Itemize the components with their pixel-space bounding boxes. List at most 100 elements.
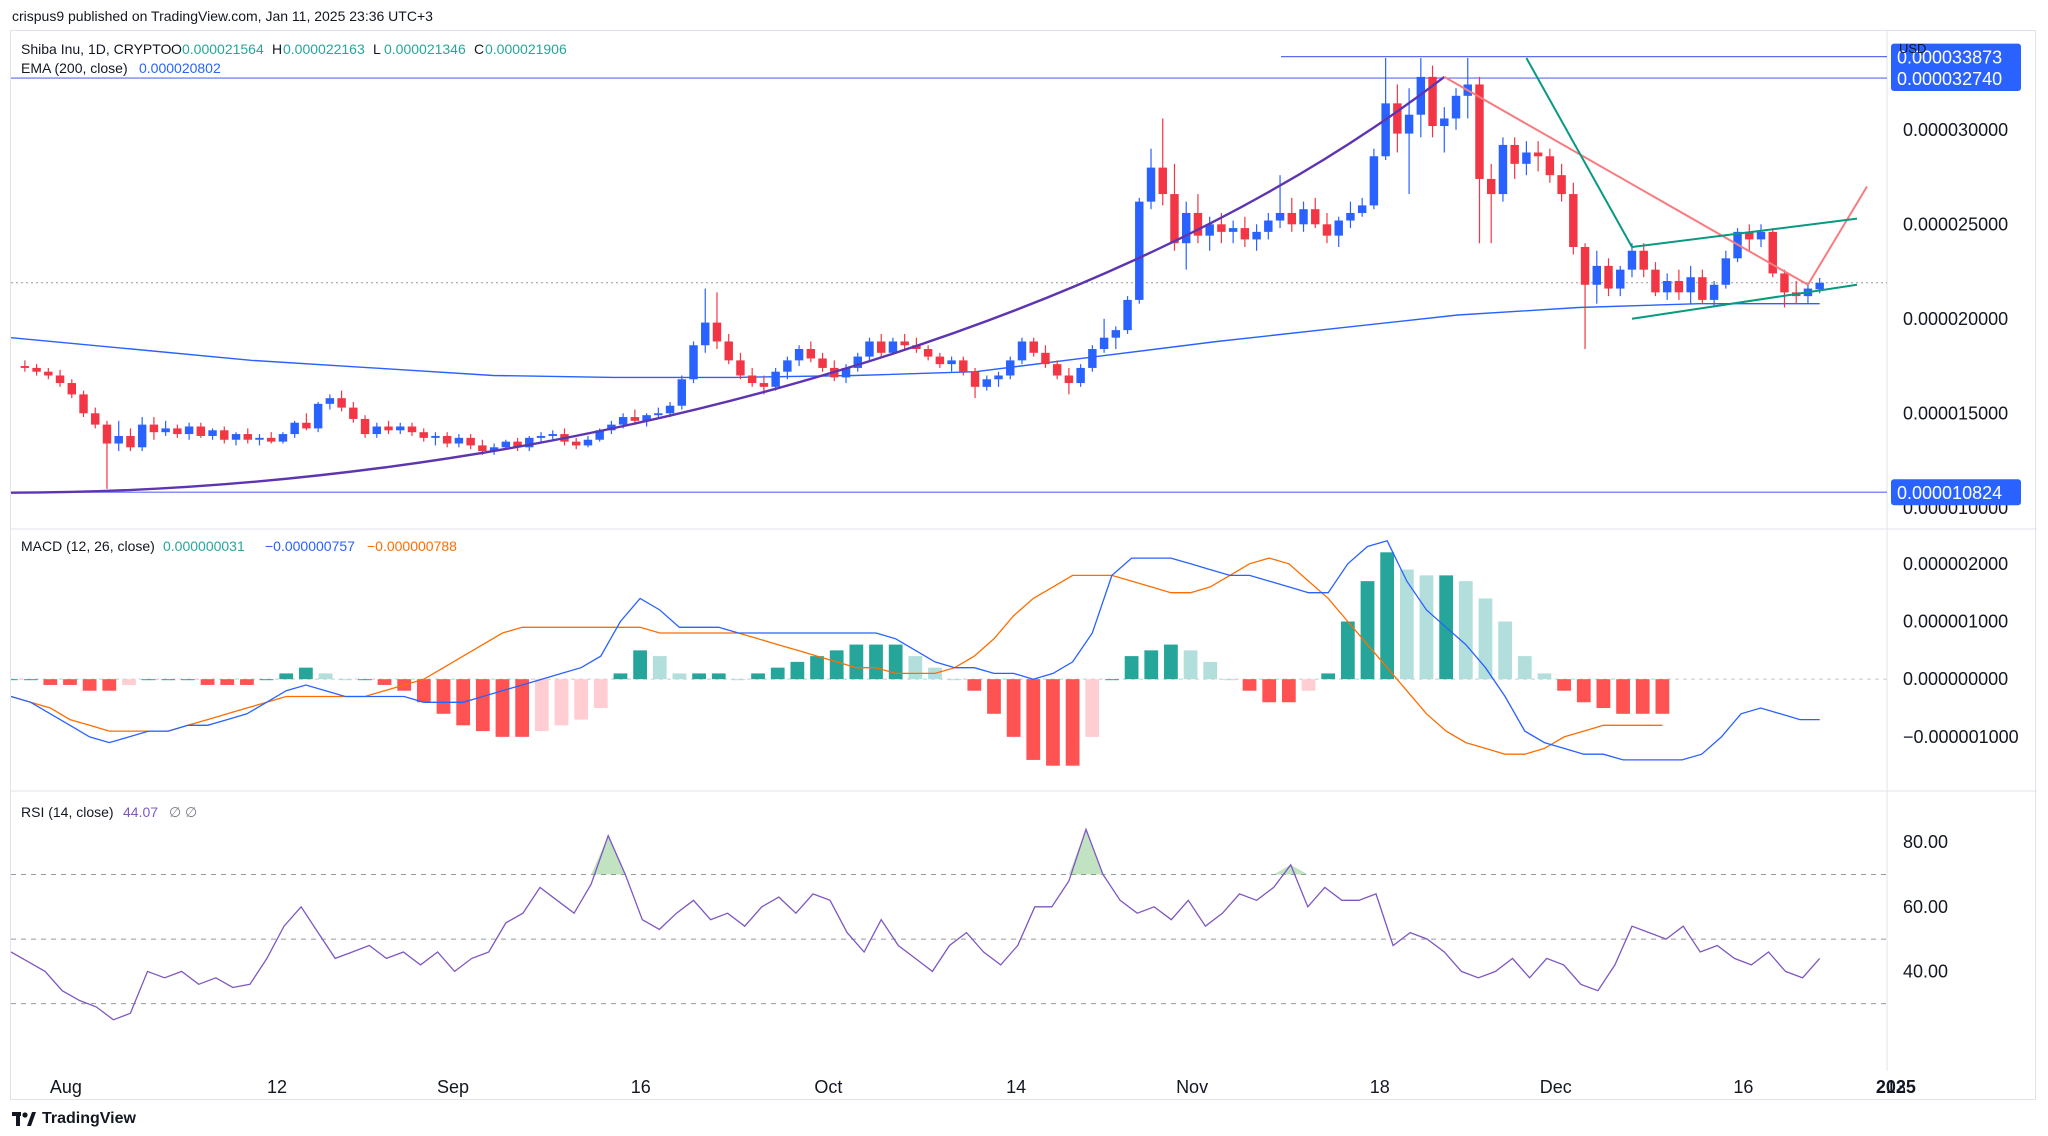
rsi-value: 44.07: [123, 804, 158, 820]
candle-body: [1557, 175, 1566, 195]
candle-body: [571, 441, 581, 446]
macd-histogram-bar: [869, 644, 883, 680]
candle-body: [302, 422, 311, 429]
macd-histogram-bar: [1517, 656, 1532, 680]
macd-histogram-bar: [1223, 679, 1237, 681]
candle-body: [959, 360, 968, 372]
chart-canvas[interactable]: 0.0000100000.0000150000.0000200000.00002…: [11, 31, 2037, 1101]
candle-body: [1146, 167, 1156, 202]
candle-body: [149, 424, 159, 433]
candle-body: [55, 375, 65, 384]
macd-histogram-bar: [122, 679, 136, 685]
candle-body: [372, 426, 382, 435]
candle-body: [618, 417, 628, 425]
candle-body: [642, 415, 651, 421]
candle-body: [994, 375, 1003, 380]
candle-body: [1580, 246, 1590, 285]
macd-signal-value: −0.000000788: [367, 538, 457, 554]
candle-body: [1616, 269, 1625, 289]
candle-body: [137, 424, 147, 448]
candle-body: [1322, 224, 1332, 236]
price-tick-3: 0.000025000: [1903, 214, 2008, 234]
candle-body: [501, 441, 511, 448]
candle-body: [1662, 281, 1672, 293]
candle-body: [337, 398, 346, 408]
macd-histogram-bar: [593, 679, 608, 709]
macd-histogram-bar: [318, 673, 333, 680]
downtrend-line: [1443, 76, 1809, 286]
macd-histogram-bar: [1105, 679, 1119, 681]
tradingview-footer[interactable]: TradingView: [12, 1110, 136, 1128]
candle-body: [583, 439, 593, 446]
macd-histogram-bar: [1046, 679, 1060, 766]
candle-body: [1357, 205, 1367, 213]
candle-body: [1639, 250, 1648, 270]
candle-body: [1522, 152, 1531, 164]
macd-histogram-bar: [161, 679, 176, 681]
candle-body: [290, 422, 299, 435]
candle-body: [888, 341, 898, 353]
candle-body: [79, 394, 88, 414]
macd-histogram-bar: [1203, 661, 1218, 680]
steep-trend-line: [1525, 57, 1633, 248]
candle-body: [1428, 76, 1437, 127]
candle-body: [325, 398, 335, 404]
macd-line-value: −0.000000757: [265, 538, 355, 554]
candle-body: [1381, 103, 1390, 157]
x-tick-Oct: Oct: [814, 1077, 842, 1097]
macd-histogram-bar: [416, 679, 431, 703]
candle-body: [489, 447, 499, 452]
ohlc-value-O: 0.000021564: [182, 41, 264, 57]
rsi-label: RSI (14, close): [21, 804, 114, 820]
candle-body: [1709, 284, 1719, 300]
candle-body: [196, 426, 206, 436]
x-tick-13: 13: [1886, 1077, 1906, 1097]
rsi-overbought-fill: [1273, 864, 1308, 875]
macd-histogram-bar: [1183, 650, 1198, 680]
candle-body: [677, 379, 687, 406]
candle-body: [630, 417, 640, 421]
candle-body: [1698, 277, 1707, 300]
price-pane: [11, 56, 1887, 494]
x-tick-Dec: Dec: [1540, 1077, 1572, 1097]
candle-body: [1815, 282, 1824, 290]
candle-body: [102, 424, 112, 444]
macd-histogram-bar: [377, 679, 392, 685]
candle-body: [701, 322, 710, 346]
candle-body: [114, 435, 123, 444]
rsi-tick-2: 40.00: [1903, 961, 1948, 981]
macd-histogram-bar: [554, 679, 569, 726]
macd-histogram-bar: [829, 650, 844, 680]
candle-body: [794, 349, 804, 361]
candle-body: [360, 418, 370, 435]
x-tick-Aug: Aug: [50, 1077, 82, 1097]
macd-histogram-bar: [1340, 621, 1355, 680]
macd-histogram-bar: [141, 679, 156, 681]
chart-frame[interactable]: 0.000010000 0.000015000 0.000020000 0.00002…: [10, 30, 2037, 1101]
candle-body: [724, 341, 733, 361]
candle-body: [1592, 265, 1602, 285]
candle-body: [1088, 349, 1097, 368]
macd-histogram-bar: [672, 673, 687, 680]
macd-histogram-bar: [1262, 679, 1277, 703]
candle-body: [1721, 258, 1731, 285]
candle-body: [208, 430, 217, 436]
macd-histogram-bar: [181, 679, 195, 681]
candle-body: [783, 360, 792, 372]
ema-200-line: [11, 303, 1820, 379]
candle-body: [1627, 250, 1637, 270]
candle-body: [466, 437, 475, 446]
candle-body: [1029, 341, 1038, 353]
candle-body: [91, 413, 100, 425]
macd-histogram-bar: [1006, 679, 1021, 737]
macd-histogram-bar: [1537, 673, 1552, 680]
tradingview-logo-icon: [12, 1112, 36, 1126]
macd-histogram-bar: [515, 679, 530, 737]
ohlc-key-C: C: [474, 41, 484, 57]
macd-histogram-bar: [200, 679, 215, 685]
candle-body: [1369, 156, 1379, 206]
candle-body: [1756, 231, 1766, 240]
macd-histogram-bar: [11, 679, 18, 681]
price-tag-hidden-top-bg: [1891, 43, 2021, 70]
macd-histogram-bar: [613, 673, 628, 680]
